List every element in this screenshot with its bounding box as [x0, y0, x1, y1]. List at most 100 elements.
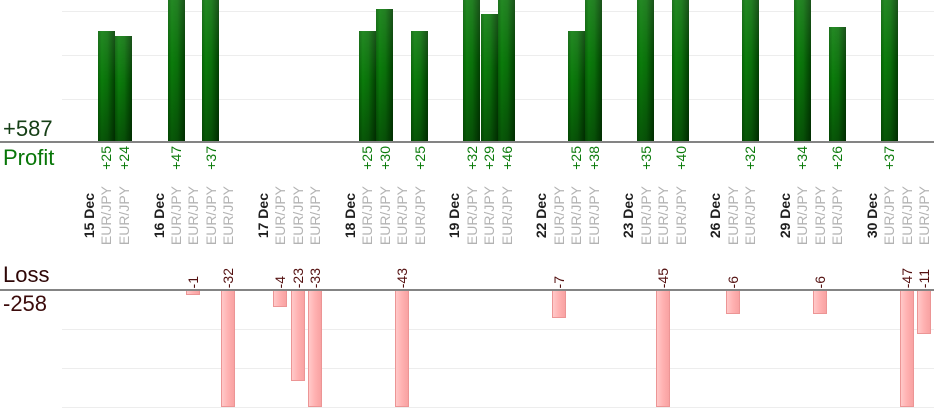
profit-axis-title: Profit: [3, 145, 55, 170]
loss-bar: [221, 291, 236, 407]
date-label-band: 16 Dec: [150, 183, 168, 249]
instrument-label-band: EUR/JPY: [550, 183, 568, 249]
date-label: 26 Dec: [707, 193, 724, 239]
instrument-label-band: EUR/JPY: [393, 183, 411, 249]
loss-gridline: [62, 329, 934, 330]
instrument-label: EUR/JPY: [742, 186, 759, 246]
instrument-label: EUR/JPY: [185, 186, 202, 246]
loss-value-label: -47: [898, 267, 915, 288]
profit-bar: [97, 31, 115, 141]
loss-bar: [395, 291, 410, 407]
profit-value-label: +26: [829, 146, 846, 170]
loss-value-label: -7: [550, 275, 567, 288]
loss-bar: [899, 291, 914, 407]
instrument-label: EUR/JPY: [376, 186, 393, 246]
instrument-label-band: EUR/JPY: [411, 183, 429, 249]
loss-gridline: [62, 368, 934, 369]
instrument-label-band: EUR/JPY: [184, 183, 202, 249]
date-label: 23 Dec: [620, 193, 637, 239]
instrument-label: EUR/JPY: [898, 186, 915, 246]
instrument-label-band: EUR/JPY: [637, 183, 655, 249]
profit-gridline: [62, 55, 934, 57]
profit-bar: [498, 0, 516, 141]
loss-bar: [186, 291, 201, 295]
profit-value-label: +25: [411, 146, 428, 170]
date-label-band: 15 Dec: [80, 183, 98, 249]
profit-bar: [202, 0, 220, 141]
profit-value-label: +30: [376, 146, 393, 170]
loss-bar: [551, 291, 566, 319]
date-label-band: 22 Dec: [532, 183, 550, 249]
profit-axis-line: [0, 141, 934, 143]
loss-value-label: -6: [811, 275, 828, 288]
instrument-label-band: EUR/JPY: [898, 183, 916, 249]
date-label-band: 29 Dec: [776, 183, 794, 249]
instrument-label: EUR/JPY: [916, 186, 933, 246]
instrument-label-band: EUR/JPY: [915, 183, 933, 249]
loss-value-label: -1: [185, 275, 202, 288]
date-label: 17 Dec: [255, 193, 271, 239]
instrument-label-band: EUR/JPY: [498, 183, 516, 249]
profit-value-label: +25: [98, 146, 115, 170]
instrument-label-band: EUR/JPY: [358, 183, 376, 249]
profit-bar: [567, 31, 585, 141]
profit-bar: [793, 0, 811, 141]
instrument-label: EUR/JPY: [115, 186, 132, 246]
profit-total-label: +587: [3, 116, 53, 141]
instrument-label: EUR/JPY: [411, 186, 428, 246]
profit-bar: [376, 9, 394, 141]
instrument-label: EUR/JPY: [202, 186, 219, 246]
profit-bar: [167, 0, 185, 141]
instrument-label: EUR/JPY: [481, 186, 498, 246]
loss-value-label: -4: [272, 275, 289, 288]
instrument-label: EUR/JPY: [829, 186, 846, 246]
profit-value-label: +37: [202, 146, 219, 170]
loss-axis-line: [0, 289, 934, 291]
profit-bar: [115, 35, 133, 141]
profit-bar: [672, 0, 690, 141]
date-label: 29 Dec: [777, 193, 793, 239]
instrument-label-band: EUR/JPY: [793, 183, 811, 249]
profit-value-label: +24: [115, 146, 132, 170]
profit-value-label: +47: [168, 146, 184, 170]
instrument-label-band: EUR/JPY: [289, 183, 307, 249]
instrument-label-band: EUR/JPY: [741, 183, 759, 249]
loss-value-label: -45: [655, 267, 672, 288]
instrument-label-band: EUR/JPY: [463, 183, 481, 249]
instrument-label: EUR/JPY: [168, 186, 184, 246]
profit-bar: [828, 26, 846, 141]
loss-bar: [308, 291, 323, 407]
instrument-label: EUR/JPY: [724, 186, 741, 246]
instrument-label-band: EUR/JPY: [306, 183, 324, 249]
instrument-label: EUR/JPY: [672, 186, 689, 246]
date-label-band: 19 Dec: [445, 183, 463, 249]
profit-bar: [880, 0, 898, 141]
profit-value-label: +35: [637, 146, 654, 170]
date-label: 30 Dec: [864, 193, 880, 239]
profit-value-label: +46: [498, 146, 515, 170]
instrument-label-band: EUR/JPY: [115, 183, 133, 249]
instrument-label: EUR/JPY: [463, 186, 480, 246]
loss-gridline: [62, 407, 934, 408]
instrument-label-band: EUR/JPY: [724, 183, 742, 249]
instrument-label-band: EUR/JPY: [376, 183, 394, 249]
instrument-label-band: EUR/JPY: [811, 183, 829, 249]
instrument-label: EUR/JPY: [498, 186, 515, 246]
instrument-label-band: EUR/JPY: [828, 183, 846, 249]
loss-bar: [725, 291, 740, 315]
profit-bar: [480, 13, 498, 141]
profit-gridline: [62, 11, 934, 13]
instrument-label: EUR/JPY: [811, 186, 828, 246]
profit-gridline: [62, 99, 934, 101]
profit-value-label: +25: [568, 146, 585, 170]
instrument-label: EUR/JPY: [881, 186, 898, 246]
instrument-label-band: EUR/JPY: [880, 183, 898, 249]
date-label: 18 Dec: [342, 193, 358, 239]
profit-bar: [411, 31, 429, 141]
instrument-label: EUR/JPY: [272, 186, 289, 246]
profit-bar: [463, 0, 481, 141]
profit-value-label: +32: [742, 146, 759, 170]
date-label-band: 18 Dec: [341, 183, 359, 249]
date-label-band: 17 Dec: [254, 183, 272, 249]
instrument-label-band: EUR/JPY: [202, 183, 220, 249]
